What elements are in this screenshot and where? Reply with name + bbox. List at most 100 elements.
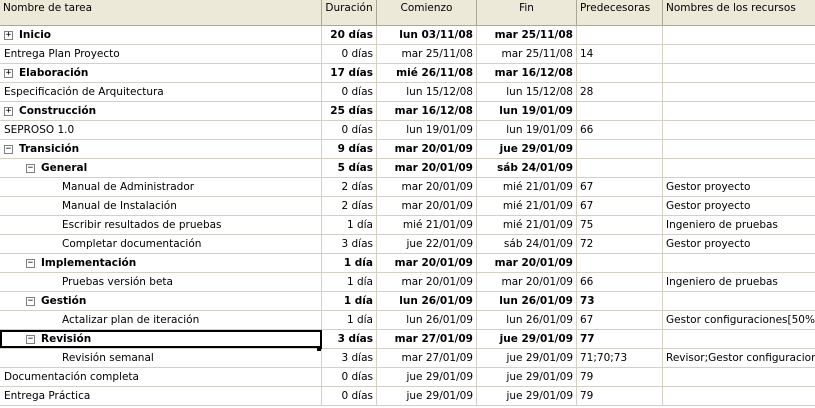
task-name-cell[interactable]: SEPROSO 1.0 — [0, 121, 322, 139]
resources-cell[interactable]: Gestor proyecto — [666, 238, 751, 250]
resources-cell[interactable] — [663, 368, 815, 386]
predecessors-cell[interactable]: 14 — [577, 45, 663, 63]
duration-cell[interactable]: 0 días — [322, 121, 377, 139]
duration-cell[interactable]: 0 días — [322, 83, 377, 101]
duration-cell[interactable]: 2 días — [322, 197, 377, 215]
duration-cell[interactable]: 9 días — [322, 140, 377, 158]
duration-cell[interactable]: 0 días — [322, 45, 377, 63]
resources-cell[interactable] — [663, 83, 815, 101]
task-name-cell[interactable]: Entrega Práctica — [0, 387, 322, 405]
resources-cell[interactable]: Ingeniero de pruebas — [666, 219, 778, 231]
predecessors-cell[interactable] — [577, 26, 663, 44]
predecessors-cell[interactable]: 75 — [577, 216, 663, 234]
start-cell[interactable]: mar 27/01/09 — [377, 349, 477, 367]
resources-cell[interactable] — [663, 387, 815, 405]
duration-cell[interactable]: 0 días — [322, 387, 377, 405]
task-row[interactable]: − Gestión 1 día lun 26/01/09 lun 26/01/09 73 — [0, 292, 815, 311]
predecessors-cell[interactable]: 73 — [577, 292, 663, 310]
resources-cell[interactable]: Gestor proyecto — [666, 181, 751, 193]
finish-cell[interactable]: mar 20/01/09 — [477, 254, 577, 272]
task-name-cell[interactable]: + Inicio — [0, 26, 322, 44]
start-cell[interactable]: mar 27/01/09 — [377, 330, 477, 348]
finish-cell[interactable]: jue 29/01/09 — [477, 387, 577, 405]
start-cell[interactable]: mar 20/01/09 — [377, 140, 477, 158]
predecessors-cell[interactable]: 79 — [577, 368, 663, 386]
duration-cell[interactable]: 5 días — [322, 159, 377, 177]
task-name-cell[interactable]: + Elaboración — [0, 64, 322, 82]
finish-cell[interactable]: mié 21/01/09 — [477, 197, 577, 215]
resources-cell[interactable] — [663, 292, 815, 310]
duration-cell[interactable]: 1 día — [322, 311, 377, 329]
predecessors-cell[interactable] — [577, 64, 663, 82]
resources-cell[interactable] — [663, 330, 815, 348]
start-cell[interactable]: mar 20/01/09 — [377, 197, 477, 215]
resources-cell[interactable] — [663, 159, 815, 177]
predecessors-cell[interactable]: 72 — [577, 235, 663, 253]
task-row[interactable]: − General 5 días mar 20/01/09 sáb 24/01/09 — [0, 159, 815, 178]
column-header-task-name[interactable]: Nombre de tarea — [0, 0, 322, 25]
predecessors-cell[interactable] — [577, 102, 663, 120]
finish-cell[interactable]: mar 25/11/08 — [477, 26, 577, 44]
duration-cell[interactable]: 1 día — [322, 273, 377, 291]
resources-cell[interactable] — [663, 45, 815, 63]
task-name-cell[interactable]: Completar documentación — [0, 235, 322, 253]
task-row[interactable]: Documentación completa 0 días jue 29/01/09… — [0, 368, 815, 387]
task-row[interactable]: Entrega Práctica 0 días jue 29/01/09 jue 29… — [0, 387, 815, 406]
finish-cell[interactable]: mié 21/01/09 — [477, 216, 577, 234]
finish-cell[interactable]: lun 26/01/09 — [477, 292, 577, 310]
task-row[interactable]: Manual de Administrador 2 días mar 20/01/0… — [0, 178, 815, 197]
task-name-cell[interactable]: Manual de Administrador — [0, 178, 322, 196]
collapse-icon[interactable]: − — [26, 295, 35, 306]
finish-cell[interactable]: jue 29/01/09 — [477, 349, 577, 367]
predecessors-cell[interactable]: 77 — [577, 330, 663, 348]
finish-cell[interactable]: sáb 24/01/09 — [477, 159, 577, 177]
resources-cell[interactable] — [663, 26, 815, 44]
expand-icon[interactable]: + — [4, 67, 13, 78]
task-name-cell[interactable]: + Construcción — [0, 102, 322, 120]
collapse-icon[interactable]: − — [4, 143, 13, 154]
finish-cell[interactable]: lun 15/12/08 — [477, 83, 577, 101]
resources-cell[interactable] — [663, 64, 815, 82]
task-row[interactable]: Revisión semanal 3 días mar 27/01/09 jue 29… — [0, 349, 815, 368]
duration-cell[interactable]: 25 días — [322, 102, 377, 120]
duration-cell[interactable]: 17 días — [322, 64, 377, 82]
resources-cell[interactable] — [663, 140, 815, 158]
duration-cell[interactable]: 3 días — [322, 349, 377, 367]
task-name-cell[interactable]: − Gestión — [0, 292, 322, 310]
task-name-cell[interactable]: − Revisión — [0, 330, 322, 348]
finish-cell[interactable]: lun 19/01/09 — [477, 121, 577, 139]
column-header-duration[interactable]: Duración — [322, 0, 377, 25]
task-row[interactable]: Actalizar plan de iteración 1 día lun 26/0… — [0, 311, 815, 330]
predecessors-cell[interactable]: 28 — [577, 83, 663, 101]
task-row[interactable]: Pruebas versión beta 1 día mar 20/01/09 mar… — [0, 273, 815, 292]
predecessors-cell[interactable]: 67 — [577, 311, 663, 329]
task-name-cell[interactable]: Revisión semanal — [0, 349, 322, 367]
duration-cell[interactable]: 0 días — [322, 368, 377, 386]
task-row[interactable]: − Revisión 3 días mar 27/01/09 jue 29/01/09 7… — [0, 330, 815, 351]
start-cell[interactable]: mar 25/11/08 — [377, 45, 477, 63]
finish-cell[interactable]: mar 25/11/08 — [477, 45, 577, 63]
duration-cell[interactable]: 3 días — [322, 330, 377, 348]
collapse-icon[interactable]: − — [26, 162, 35, 173]
task-name-cell[interactable]: Escribir resultados de pruebas — [0, 216, 322, 234]
start-cell[interactable]: lun 26/01/09 — [377, 292, 477, 310]
duration-cell[interactable]: 2 días — [322, 178, 377, 196]
collapse-icon[interactable]: − — [26, 333, 35, 344]
duration-cell[interactable]: 1 día — [322, 254, 377, 272]
resources-cell[interactable]: Revisor;Gestor configuracione — [666, 352, 815, 364]
task-row[interactable]: + Inicio 20 días lun 03/11/08 mar 25/11/08 — [0, 26, 815, 45]
column-header-resources[interactable]: Nombres de los recursos — [666, 2, 796, 14]
start-cell[interactable]: jue 29/01/09 — [377, 387, 477, 405]
start-cell[interactable]: mié 21/01/09 — [377, 216, 477, 234]
finish-cell[interactable]: mié 21/01/09 — [477, 178, 577, 196]
column-header-predecessors[interactable]: Predecesoras — [577, 0, 663, 25]
resources-cell[interactable]: Gestor configuraciones[50%];( — [666, 314, 815, 326]
finish-cell[interactable]: lun 26/01/09 — [477, 311, 577, 329]
task-name-cell[interactable]: − Implementación — [0, 254, 322, 272]
task-row[interactable]: + Construcción 25 días mar 16/12/08 lun 19/0… — [0, 102, 815, 121]
start-cell[interactable]: mar 20/01/09 — [377, 159, 477, 177]
start-cell[interactable]: mar 20/01/09 — [377, 273, 477, 291]
task-row[interactable]: Escribir resultados de pruebas 1 día mié 2… — [0, 216, 815, 235]
resources-cell[interactable] — [663, 102, 815, 120]
start-cell[interactable]: mar 16/12/08 — [377, 102, 477, 120]
